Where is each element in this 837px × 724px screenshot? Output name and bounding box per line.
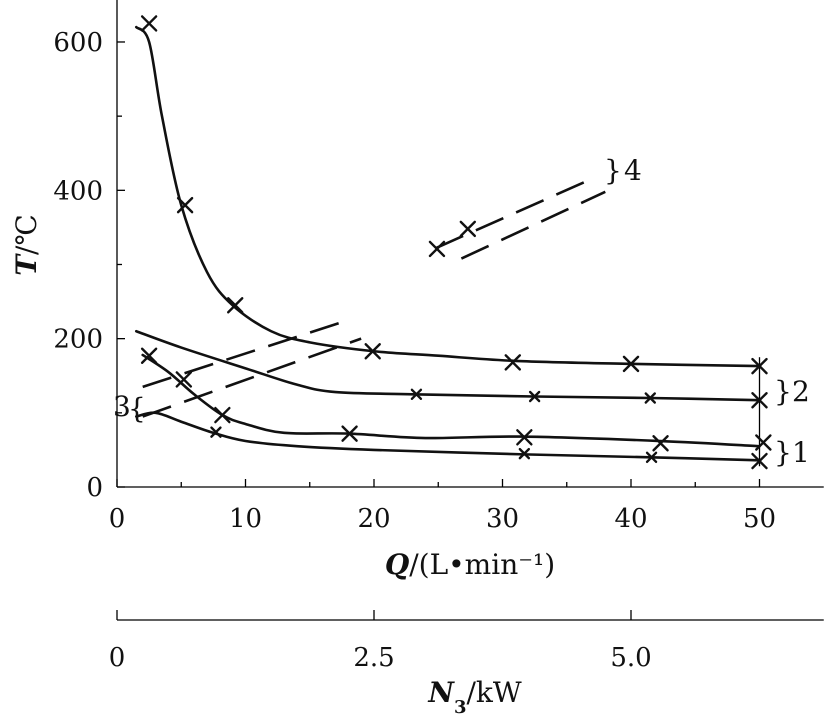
x-axis-var: Q (385, 548, 409, 581)
y-tick-label: 600 (53, 28, 103, 58)
data-marker (364, 343, 381, 360)
data-marker (645, 451, 658, 464)
marker-stroke (518, 447, 531, 460)
secondary-x-axis-title: N3/kW (427, 676, 522, 718)
x-tick-label: 10 (229, 504, 262, 534)
data-marker (751, 357, 768, 375)
data-marker (140, 15, 158, 32)
data-marker (528, 390, 541, 403)
marker-stroke (176, 196, 194, 214)
group-label-1: 1 (792, 436, 810, 469)
x-axis-unit: /(L•min⁻¹) (409, 548, 555, 581)
secondary-x-tick-label: 5.0 (610, 643, 651, 673)
data-marker (516, 429, 533, 446)
data-marker (644, 392, 656, 404)
data-marker (504, 354, 521, 371)
marker-stroke (751, 357, 768, 375)
data-marker (751, 452, 768, 470)
secondary-x-axis-var: N (427, 676, 455, 709)
series-layer (134, 25, 761, 467)
brace-2: } (774, 375, 792, 408)
y-tick-label: 0 (86, 473, 103, 503)
marker-stroke (755, 434, 772, 451)
y-axis-unit: /℃ (10, 214, 43, 255)
marker-stroke (644, 392, 656, 404)
marker-stroke (364, 343, 381, 360)
data-marker (751, 392, 768, 409)
brace-4: } (604, 154, 622, 187)
axes: 0 200 400 600 0 10 20 30 40 50 T/℃ Q/(L•min⁻¹) 0 2.5 5… (10, 0, 824, 718)
marker-stroke (140, 15, 158, 32)
marker-stroke (341, 425, 358, 442)
series-line-1-3 (134, 411, 761, 462)
data-marker (341, 425, 358, 442)
marker-stroke (140, 347, 158, 364)
secondary-x-axis-sub: 3 (454, 697, 467, 718)
x-tick-label: 50 (743, 504, 776, 534)
group-label-4: 4 (624, 154, 642, 187)
series-line-2-1 (134, 329, 761, 402)
series-line-upper-low-2 (141, 353, 761, 448)
series-line-3-4 (142, 318, 349, 389)
marker-stroke (428, 240, 446, 258)
series-line-top-0 (134, 25, 761, 368)
x-axis-title: Q/(L•min⁻¹) (385, 548, 555, 581)
marker-stroke (516, 429, 533, 446)
marker-stroke (645, 451, 658, 464)
data-marker (428, 240, 446, 258)
marker-stroke (504, 354, 521, 371)
y-axis-var: T (10, 253, 43, 276)
series-line-3-5 (142, 337, 362, 418)
y-axis-title: T/℃ (10, 214, 43, 276)
brace-1: } (774, 436, 792, 469)
marker-stroke (652, 435, 669, 452)
data-marker (210, 426, 222, 438)
y-tick-label: 200 (53, 325, 103, 355)
secondary-x-axis-unit: /kW (466, 676, 521, 709)
data-marker (652, 435, 669, 452)
group-label-2: 2 (792, 375, 810, 408)
labels-layer: } 2} 1} 43{ (113, 154, 810, 469)
y-tick-label: 400 (53, 176, 103, 206)
data-marker (518, 447, 531, 460)
marker-stroke (751, 392, 768, 409)
brace-3: { (128, 392, 146, 425)
series-line-4-7 (460, 190, 606, 260)
marker-stroke (751, 452, 768, 470)
data-marker (622, 355, 640, 373)
data-marker (755, 434, 772, 451)
data-marker (176, 196, 194, 214)
marker-stroke (410, 388, 423, 400)
data-marker (227, 297, 244, 314)
marker-stroke (214, 406, 231, 424)
x-tick-label: 20 (357, 504, 390, 534)
data-marker (410, 388, 423, 400)
marker-stroke (175, 371, 193, 388)
x-tick-label: 0 (109, 504, 126, 534)
series-line-4-6 (435, 180, 587, 250)
marker-stroke (227, 297, 244, 314)
x-tick-label: 30 (486, 504, 519, 534)
data-marker (214, 406, 231, 424)
data-marker (459, 220, 477, 238)
data-marker (175, 371, 193, 388)
marker-stroke (210, 426, 222, 438)
marker-stroke (528, 390, 541, 403)
secondary-x-tick-label: 0 (109, 643, 126, 673)
marker-stroke (459, 220, 477, 238)
group-label-3: 3 (113, 390, 131, 423)
secondary-x-tick-label: 2.5 (353, 643, 394, 673)
x-tick-label: 40 (614, 504, 647, 534)
data-marker (140, 347, 158, 364)
marker-layer (140, 15, 772, 470)
marker-stroke (622, 355, 640, 373)
